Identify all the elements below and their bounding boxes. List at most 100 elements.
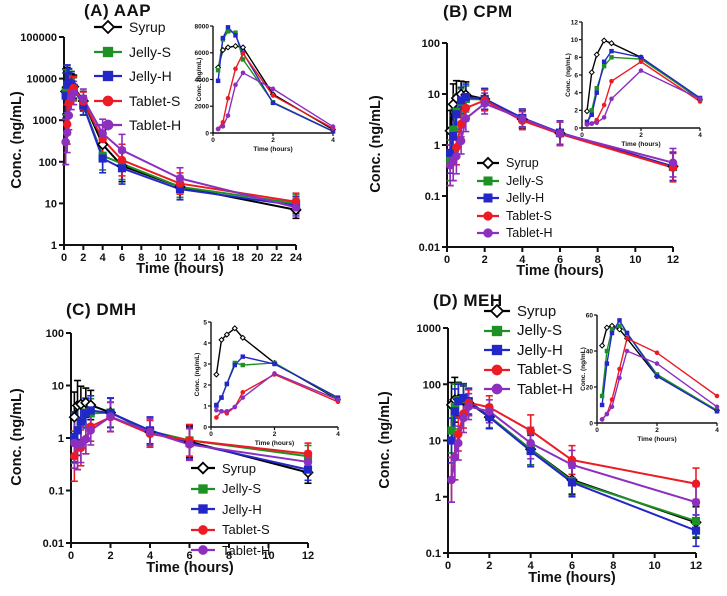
y-tick-label: 100 bbox=[422, 38, 440, 50]
inset-marker-tablet-h bbox=[272, 371, 277, 376]
x-tick-label: 6 bbox=[557, 254, 563, 266]
inset-marker-tablet-s bbox=[624, 336, 630, 341]
legend-label: Tablet-S bbox=[129, 92, 181, 109]
inset-x-tick-label: 0 bbox=[595, 427, 599, 434]
marker-jelly-h bbox=[73, 426, 82, 435]
legend-label: Jelly-S bbox=[517, 322, 563, 339]
inset-marker-jelly-h bbox=[270, 100, 276, 106]
inset-marker-tablet-h bbox=[601, 115, 607, 120]
marker-tablet-h bbox=[62, 128, 72, 137]
x-tick-label: 12 bbox=[302, 550, 314, 562]
inset-marker-tablet-h bbox=[220, 124, 226, 129]
inset-marker-jelly-s bbox=[594, 86, 599, 91]
inset-y-tick-label: 5 bbox=[203, 319, 207, 326]
legend-label: Syrup bbox=[222, 460, 256, 476]
legend-item-jelly-h: Jelly-H bbox=[484, 341, 563, 359]
marker-tablet-h bbox=[175, 174, 185, 183]
inset-marker-tablet-h bbox=[714, 404, 720, 410]
legend-marker bbox=[102, 70, 114, 82]
inset-marker-tablet-h bbox=[214, 407, 219, 413]
marker-tablet-h bbox=[61, 137, 70, 147]
marker-tablet-h bbox=[98, 129, 107, 138]
inset-y-tick-label: 1 bbox=[203, 403, 207, 410]
marker-tablet-s bbox=[452, 143, 461, 152]
x-tick-label: 2 bbox=[482, 254, 488, 266]
inset-marker-syrup bbox=[218, 336, 225, 343]
legend-label: Jelly-H bbox=[222, 501, 262, 517]
inset-marker-syrup bbox=[583, 108, 591, 115]
marker-tablet-h bbox=[291, 203, 301, 212]
inset-y-tick-label: 40 bbox=[586, 348, 594, 355]
inset-axes bbox=[212, 26, 333, 134]
inset-y-tick-label: 2000 bbox=[195, 104, 210, 111]
inset-marker-tablet-s bbox=[617, 366, 622, 372]
y-tick-label: 1 bbox=[51, 240, 57, 252]
marker-tablet-h bbox=[480, 99, 489, 108]
marker-tablet-h bbox=[555, 129, 565, 138]
inset-marker-jelly-s bbox=[240, 57, 246, 62]
inset-y-tick-label: 10 bbox=[571, 37, 579, 44]
marker-jelly-h bbox=[447, 436, 456, 445]
legend-marker bbox=[198, 504, 208, 514]
marker-tablet-h bbox=[450, 453, 460, 462]
inset-marker-jelly-h bbox=[224, 381, 230, 387]
y-tick-label: 10 bbox=[429, 436, 441, 448]
y-tick-label: 0.01 bbox=[43, 538, 64, 550]
inset-marker-tablet-h bbox=[224, 408, 230, 414]
inset-marker-tablet-h bbox=[335, 397, 341, 403]
panel-b-x-axis-label: Time (hours) bbox=[516, 263, 604, 279]
legend-item-tablet-h: Tablet-H bbox=[477, 224, 553, 242]
circle-marker-icon bbox=[191, 524, 215, 535]
y-tick-label: 100 bbox=[423, 379, 441, 391]
inset-marker-jelly-h bbox=[617, 318, 622, 323]
legend-marker bbox=[198, 483, 208, 494]
inset-marker-jelly-h bbox=[225, 25, 231, 30]
marker-tablet-h bbox=[185, 440, 194, 449]
marker-jelly-h bbox=[452, 110, 461, 119]
inset-marker-jelly-s bbox=[601, 63, 607, 69]
inset-marker-tablet-h bbox=[609, 404, 615, 410]
inset-marker-tablet-h bbox=[240, 70, 246, 76]
x-tick-label: 14 bbox=[193, 252, 206, 264]
y-tick-label: 10000 bbox=[26, 74, 57, 86]
inset-marker-jelly-h bbox=[638, 55, 644, 60]
inset-marker-syrup bbox=[231, 325, 238, 332]
legend-label: Jelly-S bbox=[129, 43, 172, 60]
inset-x-tick-label: 4 bbox=[331, 137, 335, 144]
legend-label: Tablet-S bbox=[506, 208, 552, 223]
marker-jelly-h bbox=[76, 417, 85, 426]
legend-marker bbox=[491, 364, 503, 375]
inset-marker-syrup bbox=[213, 371, 220, 378]
legend-item-jelly-s: Jelly-S bbox=[94, 43, 171, 61]
inset-marker-tablet-h bbox=[215, 126, 221, 132]
inset-marker-tablet-s bbox=[714, 393, 720, 399]
marker-tablet-h bbox=[452, 152, 461, 161]
square-marker-icon bbox=[191, 483, 215, 494]
marker-jelly-h bbox=[117, 164, 127, 173]
y-tick-label: 10 bbox=[45, 198, 57, 210]
inset-y-tick-label: 3 bbox=[203, 361, 207, 368]
inset-marker-tablet-h bbox=[697, 96, 703, 102]
x-tick-label: 12 bbox=[174, 252, 186, 264]
inset-marker-tablet-h bbox=[584, 122, 590, 127]
inset-marker-jelly-s bbox=[609, 327, 615, 332]
legend-item-syrup: Syrup bbox=[484, 302, 556, 320]
circle-marker-icon bbox=[477, 210, 499, 221]
diamond-marker-icon bbox=[477, 156, 499, 170]
y-tick-label: 0.1 bbox=[425, 191, 440, 203]
legend-marker bbox=[483, 210, 493, 221]
x-tick-label: 0 bbox=[445, 560, 451, 572]
marker-tablet-s bbox=[117, 155, 127, 165]
inset-marker-jelly-s bbox=[225, 29, 231, 34]
marker-tablet-h bbox=[567, 460, 577, 470]
inset-y-axis-label: Conc. (ng/mL) bbox=[580, 347, 587, 391]
marker-tablet-h bbox=[668, 158, 678, 167]
marker-tablet-h bbox=[86, 426, 95, 435]
legend-item-tablet-h: Tablet-H bbox=[484, 380, 573, 398]
x-tick-label: 16 bbox=[213, 252, 225, 264]
square-marker-icon bbox=[477, 193, 499, 203]
inset-marker-tablet-s bbox=[654, 350, 660, 356]
legend-marker bbox=[491, 383, 503, 395]
inset-marker-tablet-h bbox=[594, 120, 600, 126]
inset-marker-tablet-s bbox=[233, 66, 238, 72]
